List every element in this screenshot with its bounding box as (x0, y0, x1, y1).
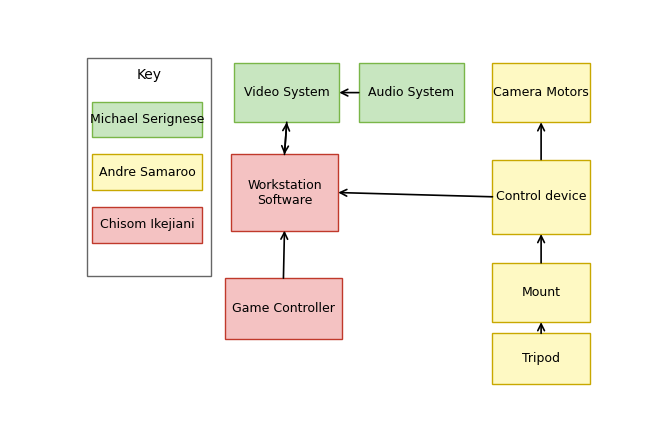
Bar (492, 160, 590, 234)
Bar (225, 278, 342, 339)
Text: Control device: Control device (496, 190, 586, 203)
Bar (231, 154, 338, 231)
Bar (492, 263, 590, 322)
Bar (492, 334, 590, 384)
Text: Tripod: Tripod (522, 352, 560, 365)
Bar (359, 63, 464, 122)
Bar (92, 154, 202, 190)
Text: Andre Samaroo: Andre Samaroo (98, 166, 195, 179)
Bar (234, 63, 339, 122)
Text: Video System: Video System (244, 86, 330, 99)
Text: Key: Key (136, 68, 161, 82)
Text: Game Controller: Game Controller (232, 302, 335, 315)
Bar (92, 102, 202, 137)
Text: Chisom Ikejiani: Chisom Ikejiani (100, 218, 194, 231)
Text: Mount: Mount (522, 286, 561, 299)
Text: Camera Motors: Camera Motors (493, 86, 589, 99)
Text: Workstation
Software: Workstation Software (247, 179, 322, 206)
Bar (87, 58, 211, 276)
Bar (92, 207, 202, 242)
Text: Michael Serignese: Michael Serignese (90, 113, 204, 126)
Text: Audio System: Audio System (368, 86, 454, 99)
Bar (492, 63, 590, 122)
